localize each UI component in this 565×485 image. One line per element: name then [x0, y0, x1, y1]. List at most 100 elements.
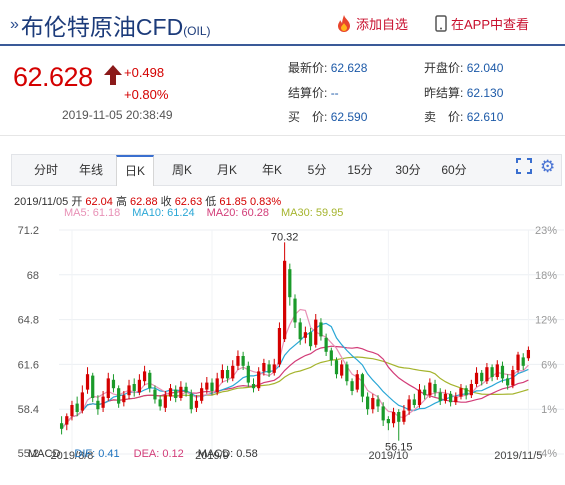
pct-tick-label: 1%: [541, 404, 557, 416]
candle-body: [184, 386, 188, 393]
open-price: 开盘价: 62.040: [424, 61, 504, 75]
candle-body: [381, 406, 385, 421]
bid-price: 买 价: 62.590: [288, 110, 368, 124]
candle-body: [469, 384, 473, 396]
candle-body: [402, 410, 406, 422]
quote-time: 2019-11-05 20:38:49: [62, 108, 173, 122]
settle-price: 结算价: --: [288, 86, 339, 100]
candle-body: [174, 389, 178, 398]
candle-body: [293, 298, 297, 323]
candle-body: [474, 372, 479, 384]
divider: [0, 135, 565, 136]
tab-daily-k[interactable]: 日K: [116, 155, 154, 186]
pct-tick-label: 6%: [541, 359, 557, 371]
tab-15min[interactable]: 15分: [347, 163, 373, 177]
tab-yearly-k[interactable]: 年K: [261, 163, 282, 177]
candle-body: [324, 337, 328, 352]
candlestick-chart[interactable]: 71.2 23%68 18%64.8 12%61.6 6%58.4 1%55.2 -4%20…: [11, 222, 564, 460]
candle-body: [334, 360, 339, 375]
ma10-value: MA10: 61.24: [132, 207, 195, 219]
candle-body: [267, 364, 271, 373]
open-app-button[interactable]: 在APP中查看: [435, 14, 529, 33]
candle-body: [298, 322, 302, 340]
chart-background: [11, 222, 564, 460]
price-annotation: 70.32: [271, 231, 299, 243]
candle-body: [366, 396, 370, 410]
pct-tick-label: 12%: [535, 315, 557, 327]
candle-body: [65, 416, 69, 425]
y-tick-label: 71.2: [18, 225, 39, 237]
candle-body: [205, 382, 209, 390]
macd-dea: DEA: 0.12: [133, 448, 184, 460]
candle-body: [127, 385, 131, 396]
candle-body: [163, 395, 167, 408]
tab-monthly-k[interactable]: 月K: [216, 163, 237, 177]
candle-body: [117, 388, 121, 404]
candle-body: [111, 379, 116, 389]
candle-body: [96, 400, 100, 410]
fullscreen-icon[interactable]: [516, 158, 532, 174]
candle-body: [433, 384, 437, 393]
price-change: +0.498 +0.80%: [124, 62, 168, 106]
candle-body: [360, 374, 365, 397]
candle-body: [194, 400, 199, 408]
candle-body: [137, 379, 142, 393]
y-tick-label: 58.4: [18, 404, 39, 416]
tab-60min[interactable]: 60分: [441, 163, 467, 177]
instrument-code: (OIL): [183, 24, 211, 38]
pct-tick-label: 18%: [535, 270, 557, 282]
candle-body: [464, 388, 468, 396]
y-tick-label: 55.2: [18, 448, 39, 460]
gear-icon[interactable]: ⚙: [540, 157, 556, 176]
candle-body: [521, 357, 525, 366]
candle-body: [225, 370, 230, 379]
candle-body: [376, 399, 380, 407]
candle-body: [438, 392, 442, 401]
candle-body: [153, 389, 157, 400]
phone-icon: [435, 15, 447, 32]
candle-body: [423, 389, 427, 396]
ask-price: 卖 价: 62.610: [424, 110, 504, 124]
tab-year-line[interactable]: 年线: [78, 163, 103, 177]
x-tick-label: 2019/10: [368, 450, 408, 460]
candle-body: [495, 364, 499, 377]
x-tick-label: 2019/9: [195, 450, 229, 460]
candle-body: [277, 328, 282, 365]
tab-intraday[interactable]: 分时: [33, 163, 58, 177]
ma-legend: MA5: 61.18 MA10: 61.24 MA20: 60.28 MA30: 59…: [64, 207, 355, 219]
candle-body: [314, 319, 318, 345]
candle-body: [386, 419, 390, 424]
candle-body: [91, 375, 95, 398]
add-favorite-button[interactable]: 添加自选: [336, 14, 408, 33]
candle-body: [397, 412, 401, 422]
macd-label: MACD: [28, 448, 61, 460]
change-value: +0.498: [124, 65, 165, 80]
candle-body: [158, 399, 162, 407]
candle-body: [272, 364, 276, 373]
candle-body: [80, 392, 84, 411]
pct-tick-label: -4%: [537, 448, 557, 460]
candle-body: [506, 378, 510, 386]
candle-body: [511, 370, 515, 386]
candle-body: [246, 365, 250, 383]
candle-body: [106, 378, 110, 398]
candle-body: [257, 371, 261, 389]
change-percent: +0.80%: [124, 87, 169, 102]
candle-body: [516, 354, 520, 370]
tab-5min[interactable]: 5分: [307, 163, 327, 177]
macd-dif: DIF: 0.41: [74, 448, 120, 460]
macd-readout: MACD DIF: 0.41 DEA: 0.12 MACD: 0.58: [28, 448, 272, 460]
open-app-label: 在APP中查看: [451, 17, 530, 32]
header: »布伦特原油CFD(OIL) 添加自选 在APP中查看: [0, 0, 565, 46]
candle-body: [350, 381, 354, 391]
ma20-value: MA20: 60.28: [206, 207, 270, 219]
candle-body: [340, 364, 344, 376]
candle-body: [241, 356, 245, 366]
candle-body: [490, 367, 494, 377]
candle-body: [412, 399, 416, 405]
tab-30min[interactable]: 30分: [395, 163, 421, 177]
candle-body: [132, 384, 136, 391]
candle-body: [75, 403, 79, 412]
candle-body: [101, 396, 105, 408]
tab-weekly-k[interactable]: 周K: [171, 163, 192, 177]
